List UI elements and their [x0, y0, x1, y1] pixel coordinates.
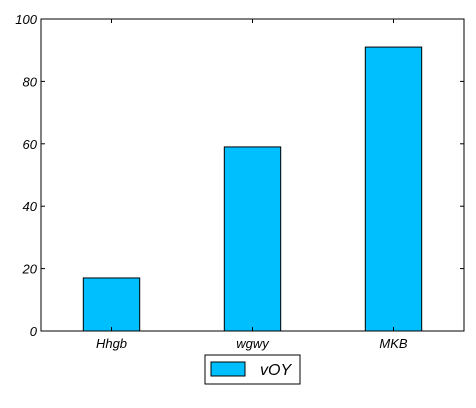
bars-group — [82, 46, 423, 332]
y-tick-label: 100 — [15, 12, 37, 27]
y-axis-ticks: 0 20 40 60 80 100 — [15, 12, 464, 339]
y-tick-label: 20 — [22, 262, 38, 277]
y-tick-label: 60 — [23, 137, 38, 152]
legend: vOY — [204, 354, 301, 385]
x-tick-label: wgwy — [236, 336, 270, 351]
bar-MKB — [364, 46, 423, 332]
legend-label: vOY — [260, 362, 292, 379]
legend-swatch — [210, 361, 246, 377]
x-tick-label: Hhgb — [96, 336, 127, 351]
bar-wgwy — [223, 146, 282, 332]
x-axis-ticks: Hhgb wgwy MKB — [96, 19, 408, 351]
y-tick-label: 40 — [23, 199, 38, 214]
y-tick-label: 80 — [23, 74, 38, 89]
plot-area-frame — [40, 18, 465, 332]
y-tick-label: 0 — [30, 324, 38, 339]
x-tick-label: MKB — [379, 336, 408, 351]
bar-Hhgb — [82, 277, 141, 332]
